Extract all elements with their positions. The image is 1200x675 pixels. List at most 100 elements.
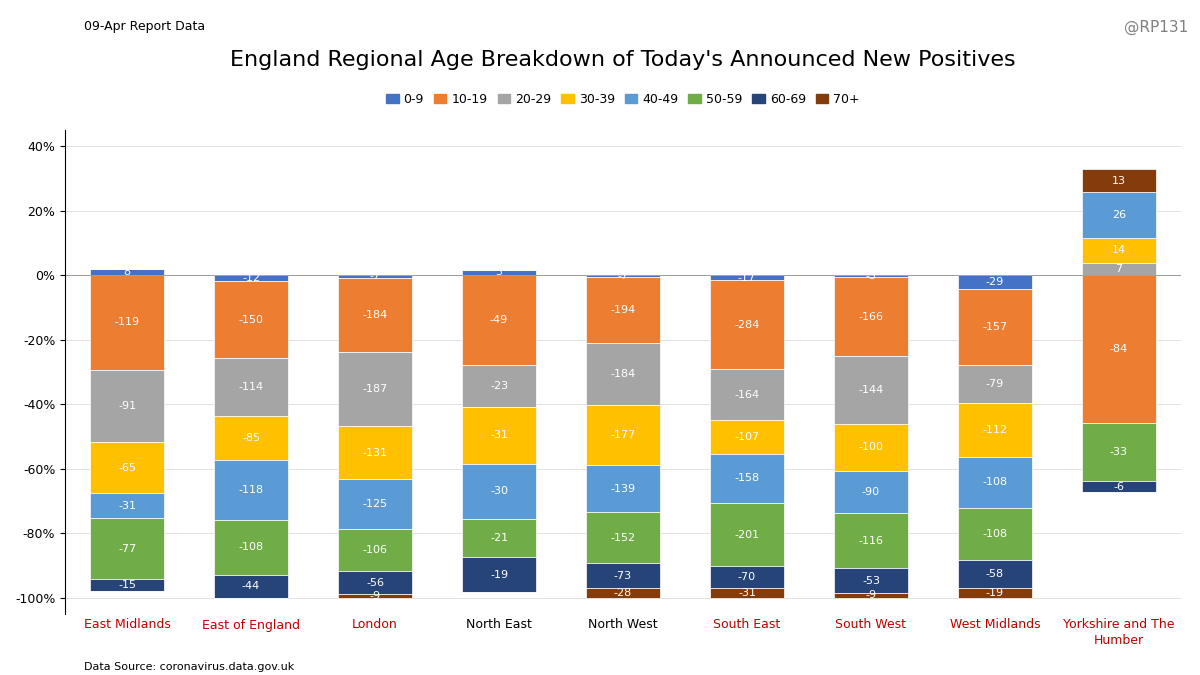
Bar: [90, 370, 164, 442]
Text: -65: -65: [118, 462, 136, 472]
Text: -118: -118: [239, 485, 264, 495]
Bar: [90, 442, 164, 493]
Text: 26: 26: [1112, 210, 1126, 220]
Text: 7: 7: [1115, 264, 1122, 274]
Bar: [214, 575, 288, 597]
Bar: [462, 464, 536, 519]
Text: -116: -116: [858, 536, 883, 546]
Text: 13: 13: [1112, 176, 1126, 186]
Bar: [338, 479, 413, 529]
Text: -17: -17: [738, 273, 756, 283]
Bar: [1081, 238, 1156, 263]
Text: -164: -164: [734, 389, 760, 400]
Text: -150: -150: [239, 315, 264, 325]
Bar: [338, 594, 413, 597]
Bar: [462, 275, 536, 365]
Bar: [338, 427, 413, 479]
Text: -9: -9: [370, 591, 380, 601]
Bar: [709, 280, 784, 369]
Bar: [214, 358, 288, 416]
Text: -114: -114: [239, 382, 264, 392]
Text: -158: -158: [734, 473, 760, 483]
Bar: [958, 275, 1032, 289]
Text: -49: -49: [490, 315, 508, 325]
Bar: [586, 343, 660, 405]
Text: -166: -166: [858, 312, 883, 321]
Text: -9: -9: [865, 591, 876, 600]
Bar: [834, 275, 908, 277]
Text: 14: 14: [1112, 246, 1126, 255]
Bar: [214, 520, 288, 575]
Bar: [1081, 423, 1156, 481]
Text: -77: -77: [118, 543, 137, 553]
Text: -29: -29: [986, 277, 1004, 287]
Text: -187: -187: [362, 384, 388, 394]
Text: -131: -131: [362, 448, 388, 458]
Text: -7: -7: [618, 271, 629, 281]
Bar: [709, 566, 784, 588]
Bar: [214, 416, 288, 460]
Text: -44: -44: [242, 581, 260, 591]
Bar: [834, 471, 908, 514]
Bar: [586, 588, 660, 597]
Text: -201: -201: [734, 530, 760, 539]
Text: -144: -144: [858, 385, 883, 395]
Text: -12: -12: [242, 273, 260, 283]
Text: -31: -31: [118, 501, 136, 511]
Bar: [338, 278, 413, 352]
Text: 8: 8: [124, 267, 131, 277]
Bar: [586, 465, 660, 512]
Bar: [958, 364, 1032, 402]
Bar: [90, 269, 164, 275]
Text: -125: -125: [362, 499, 388, 509]
Bar: [90, 493, 164, 518]
Bar: [90, 579, 164, 591]
Bar: [958, 508, 1032, 560]
Bar: [338, 275, 413, 278]
Bar: [586, 275, 660, 277]
Bar: [834, 514, 908, 568]
Bar: [214, 281, 288, 358]
Text: -108: -108: [983, 529, 1008, 539]
Text: -139: -139: [611, 483, 636, 493]
Title: England Regional Age Breakdown of Today's Announced New Positives: England Regional Age Breakdown of Today'…: [230, 50, 1016, 70]
Bar: [462, 407, 536, 464]
Text: -91: -91: [118, 401, 136, 410]
Bar: [709, 588, 784, 597]
Bar: [709, 454, 784, 503]
Text: -177: -177: [611, 430, 636, 440]
Bar: [338, 529, 413, 572]
Text: -19: -19: [490, 570, 508, 580]
Text: -31: -31: [738, 588, 756, 597]
Text: -184: -184: [362, 310, 388, 320]
Text: Data Source: coronavirus.data.gov.uk: Data Source: coronavirus.data.gov.uk: [84, 662, 294, 672]
Text: -21: -21: [490, 533, 508, 543]
Bar: [1081, 263, 1156, 275]
Bar: [462, 269, 536, 275]
Bar: [834, 593, 908, 597]
Bar: [1081, 169, 1156, 192]
Bar: [462, 519, 536, 558]
Text: -6: -6: [1114, 481, 1124, 491]
Text: -58: -58: [986, 570, 1004, 579]
Bar: [90, 275, 164, 370]
Bar: [214, 460, 288, 520]
Bar: [958, 589, 1032, 597]
Text: -85: -85: [242, 433, 260, 443]
Bar: [462, 365, 536, 407]
Bar: [586, 512, 660, 564]
Text: -33: -33: [1110, 447, 1128, 457]
Text: -31: -31: [490, 431, 508, 440]
Text: -112: -112: [983, 425, 1008, 435]
Text: 09-Apr Report Data: 09-Apr Report Data: [84, 20, 205, 33]
Bar: [586, 277, 660, 343]
Bar: [1081, 481, 1156, 492]
Bar: [709, 275, 784, 280]
Bar: [1081, 192, 1156, 238]
Text: -30: -30: [490, 486, 508, 496]
Text: -194: -194: [611, 305, 636, 315]
Bar: [834, 277, 908, 356]
Text: -19: -19: [986, 588, 1004, 598]
Bar: [834, 424, 908, 471]
Bar: [338, 572, 413, 594]
